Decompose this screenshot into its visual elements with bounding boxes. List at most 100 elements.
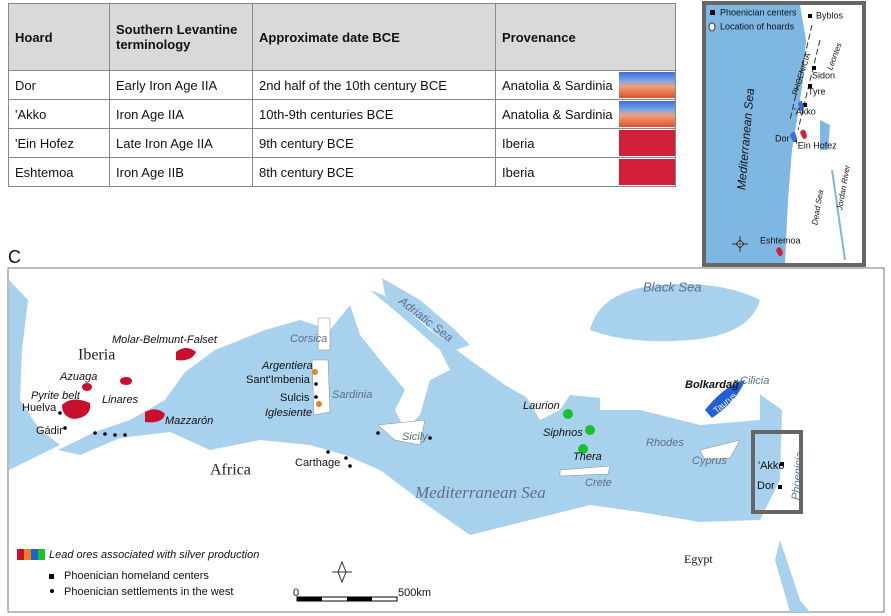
inset-label: PHOENICIA bbox=[790, 51, 812, 96]
ore-region bbox=[563, 409, 573, 419]
table-cell: 9th century BCE bbox=[252, 128, 496, 158]
header-cell: Hoard bbox=[8, 3, 110, 71]
header-cell: Southern Levantine terminology bbox=[109, 3, 253, 71]
site-label: Gádir bbox=[36, 425, 63, 437]
inset-lake bbox=[820, 120, 830, 150]
island-label: Rhodes bbox=[646, 437, 684, 449]
phoenicia-highlight bbox=[751, 430, 803, 514]
region-label: Taurus bbox=[711, 390, 739, 415]
inset-legend: Location of hoards bbox=[720, 21, 795, 31]
center-marker bbox=[808, 84, 812, 88]
black-sea bbox=[590, 284, 760, 342]
table-row: Eshtemoa Iron Age IIB 8th century BCE Iberi… bbox=[8, 157, 676, 187]
center-marker bbox=[793, 138, 797, 142]
table-cell: Iron Age IIB bbox=[109, 157, 253, 187]
adriatic bbox=[382, 278, 470, 350]
inset-label: Leontes bbox=[825, 42, 843, 72]
italy bbox=[350, 290, 450, 430]
table-cell: Iberia bbox=[494, 128, 619, 158]
site-label: Sulcis bbox=[280, 392, 310, 404]
hoard-marker bbox=[798, 100, 804, 112]
site-label: Iglesiente bbox=[265, 407, 312, 419]
table-row: 'Ein Hofez Late Iron Age IIA 9th century B… bbox=[8, 128, 676, 158]
legend-swatch bbox=[24, 549, 31, 560]
ore-region bbox=[120, 377, 132, 385]
site-label: Molar-Belmunt-Falset bbox=[112, 334, 218, 346]
table-cell: Anatolia & Sardinia bbox=[494, 99, 619, 129]
table-cell: Early Iron Age IIA bbox=[109, 70, 253, 100]
ore-region bbox=[585, 425, 595, 435]
ore-region bbox=[62, 399, 91, 419]
ore-region bbox=[145, 409, 165, 423]
provenance-swatch bbox=[618, 72, 675, 98]
island-label: Corsica bbox=[290, 333, 327, 345]
island-label: Cyprus bbox=[692, 455, 727, 467]
site-label: Linares bbox=[102, 394, 139, 406]
inset-frame bbox=[702, 1, 866, 267]
table-cell: 2nd half of the 10th century BCE bbox=[252, 70, 496, 100]
table-cell: Eshtemoa bbox=[8, 157, 110, 187]
map-frame bbox=[7, 267, 885, 613]
site-label: Azuaga bbox=[59, 371, 97, 383]
provenance-swatch bbox=[618, 101, 675, 127]
island-label: Sicily bbox=[402, 431, 429, 443]
main-map: Black Sea Adriatic Sea Corsica Sardinia … bbox=[7, 267, 885, 613]
header-cell: Approximate date BCE bbox=[252, 3, 496, 71]
table-cell: Iron Age IIA bbox=[109, 99, 253, 129]
legend-title: Lead ores associated with silver product… bbox=[49, 549, 259, 561]
inset-label: 'Ein Hofez bbox=[796, 140, 837, 150]
legend-symbol bbox=[710, 10, 715, 15]
sea-label: Adriatic Sea bbox=[395, 293, 456, 345]
table-cell: Anatolia & Sardinia bbox=[494, 70, 619, 100]
atlantic bbox=[9, 280, 60, 470]
site-label: Sant'Imbenia bbox=[246, 374, 311, 386]
table-row: Dor Early Iron Age IIA 2nd half of the 10t… bbox=[8, 70, 676, 100]
hoard-marker bbox=[790, 131, 797, 143]
inset-sea-label: Mediterranean Sea bbox=[734, 87, 757, 190]
mediterranean bbox=[58, 290, 782, 535]
ore-region bbox=[316, 401, 322, 407]
region-label: Africa bbox=[210, 462, 251, 479]
inset-sea bbox=[706, 5, 806, 263]
table-cell: Dor bbox=[8, 70, 110, 100]
swatch-cell bbox=[618, 70, 676, 100]
table-cell: 'Ein Hofez bbox=[8, 128, 110, 158]
site-label: Siphnos bbox=[543, 427, 583, 439]
legend-swatch bbox=[17, 549, 24, 560]
site-label: Dor bbox=[757, 480, 775, 492]
settlements bbox=[58, 382, 432, 468]
homeland-center bbox=[778, 485, 782, 489]
legend-symbol bbox=[708, 22, 716, 32]
inset-border bbox=[789, 24, 821, 131]
compass bbox=[332, 560, 352, 584]
map-legend: Lead ores associated with silver product… bbox=[17, 549, 259, 598]
site-label: Thera bbox=[573, 451, 602, 463]
center-marker bbox=[808, 14, 812, 18]
center-marker bbox=[812, 66, 816, 70]
hoard-marker bbox=[776, 247, 783, 257]
inset-river bbox=[831, 169, 846, 261]
inset-label: Dead Sea bbox=[810, 189, 825, 226]
red-sea bbox=[775, 540, 810, 612]
ore-region bbox=[82, 383, 92, 391]
region-label: Cilicia bbox=[740, 375, 769, 387]
legend-symbol bbox=[49, 574, 54, 579]
legend-symbol bbox=[50, 589, 54, 593]
inset-label: Dor bbox=[775, 133, 790, 143]
ore-region bbox=[312, 369, 318, 375]
inset-label: Tyre bbox=[808, 86, 826, 96]
inset-map: Phoenician centers Location of hoards By… bbox=[702, 1, 866, 267]
table-cell: 10th-9th centuries BCE bbox=[252, 99, 496, 129]
site-label: Huelva bbox=[22, 402, 57, 414]
inset-legend: Phoenician centers bbox=[720, 7, 797, 17]
greece bbox=[520, 345, 580, 420]
site-label: Mazzarón bbox=[165, 415, 213, 427]
ore-region bbox=[176, 348, 196, 361]
site-label: Carthage bbox=[295, 457, 340, 469]
site-label: Argentiera bbox=[261, 360, 313, 372]
corsica bbox=[317, 317, 331, 351]
legend-swatch bbox=[38, 549, 45, 560]
provenance-swatch bbox=[618, 159, 675, 185]
island-label: Crete bbox=[585, 477, 612, 489]
